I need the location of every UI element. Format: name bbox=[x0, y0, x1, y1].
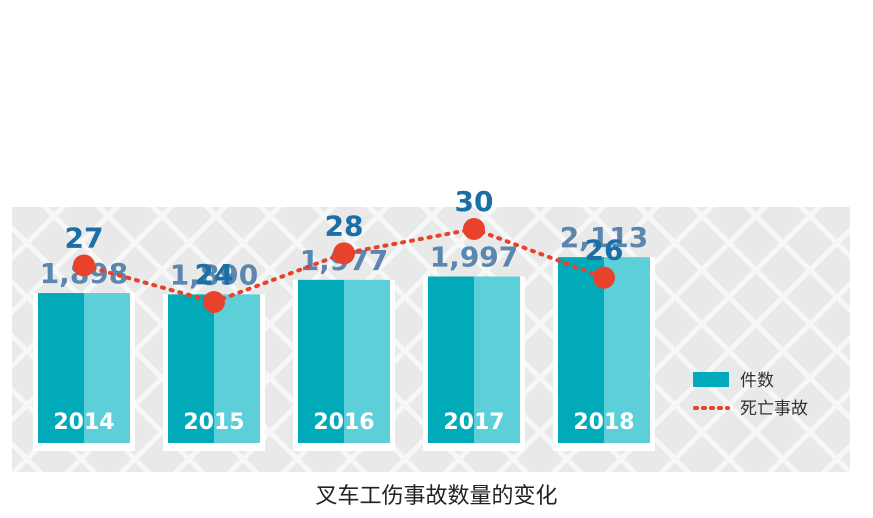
legend-swatch-count bbox=[693, 372, 729, 387]
bar-dark-half bbox=[298, 279, 344, 443]
bar-value-label: 2,113 bbox=[560, 221, 649, 254]
deaths-point bbox=[333, 242, 355, 265]
bar-dark-half bbox=[558, 257, 604, 443]
deaths-value-label: 30 bbox=[455, 185, 494, 218]
bar-dark-half bbox=[168, 294, 214, 443]
bar-group-2017: 1,997 2017 bbox=[423, 241, 525, 451]
bar-light-half bbox=[474, 276, 520, 443]
bar-value-label: 1,890 bbox=[170, 258, 259, 291]
bar-dark-half bbox=[428, 276, 474, 443]
deaths-value-label: 28 bbox=[325, 209, 364, 242]
deaths-point bbox=[463, 218, 485, 240]
x-tick-label: 2016 bbox=[313, 410, 374, 435]
chart-title: 叉车工伤事故数量的变化 bbox=[315, 484, 558, 509]
bar-light-half bbox=[214, 294, 260, 443]
x-tick-label: 2017 bbox=[443, 410, 504, 435]
legend-label-deaths: 死亡事故 bbox=[740, 399, 808, 419]
bar-light-half bbox=[604, 257, 650, 443]
x-tick-label: 2014 bbox=[53, 410, 114, 435]
bar-group-2015: 1,890 2015 bbox=[163, 258, 265, 451]
bar-light-half bbox=[344, 279, 390, 443]
legend-label-count: 件数 bbox=[740, 371, 774, 391]
deaths-point bbox=[203, 291, 225, 313]
deaths-value-label: 27 bbox=[65, 222, 104, 255]
deaths-point bbox=[73, 254, 95, 277]
bar-group-2018: 2,113 2018 bbox=[553, 221, 655, 451]
bar-group-2016: 1,9772016 bbox=[293, 244, 395, 451]
x-tick-label: 2018 bbox=[573, 410, 634, 435]
bar-dark-half bbox=[38, 293, 84, 443]
deaths-value-label: 26 bbox=[585, 234, 624, 267]
bar-value-label: 1,997 bbox=[430, 241, 519, 274]
x-tick-label: 2015 bbox=[183, 410, 244, 435]
bar-light-half bbox=[84, 293, 130, 443]
deaths-point bbox=[593, 266, 615, 289]
bar-group-2014: 1,8982014 bbox=[33, 257, 135, 451]
deaths-value-label: 24 bbox=[195, 258, 234, 291]
